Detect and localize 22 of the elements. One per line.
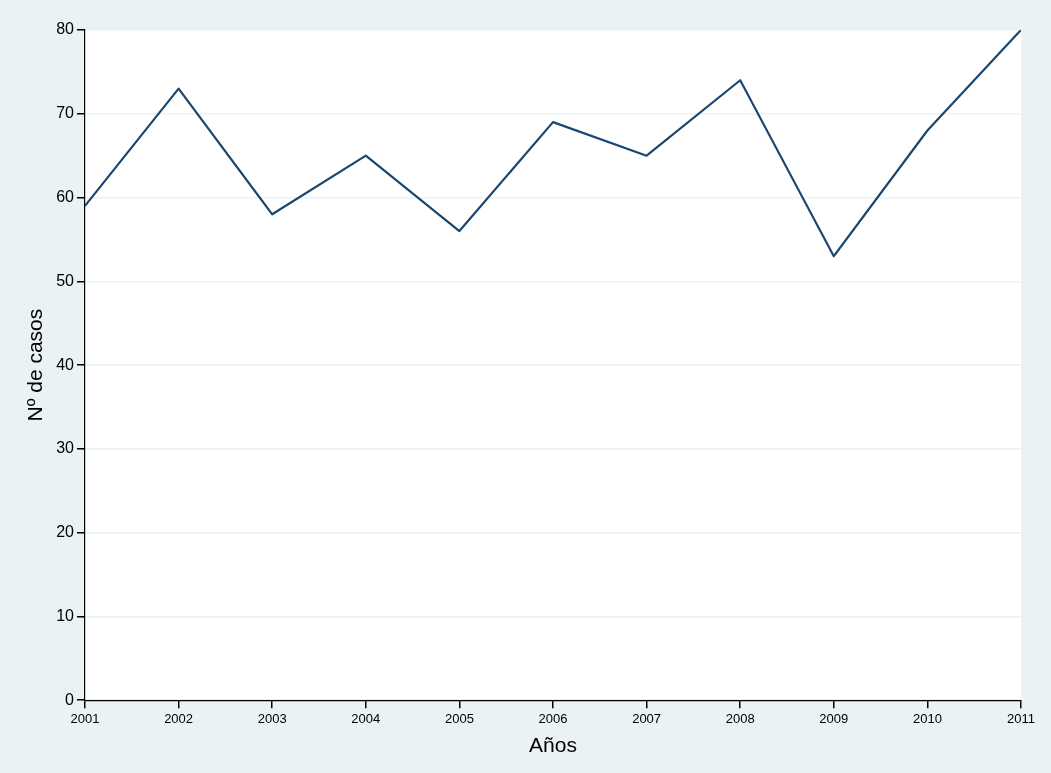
x-tick-label: 2004 (351, 710, 381, 726)
y-tick-label: 80 (56, 20, 75, 38)
x-tick-label: 2003 (257, 710, 287, 726)
y-tick-label: 20 (56, 523, 75, 541)
x-tick-label: 2007 (632, 710, 662, 726)
y-tick-label: 40 (56, 355, 75, 373)
y-axis-title: Nº de casos (23, 308, 47, 422)
x-tick-label: 2005 (444, 710, 474, 726)
x-tick-label: 2011 (1007, 710, 1035, 726)
y-tick-label: 0 (65, 690, 75, 708)
y-tick-label: 30 (56, 439, 75, 457)
y-tick-label: 50 (56, 271, 75, 289)
x-tick-label: 2002 (164, 710, 194, 726)
x-tick-label: 2001 (70, 710, 100, 726)
x-axis-title: Años (529, 733, 577, 757)
y-tick-label: 10 (56, 606, 75, 624)
y-tick-label: 70 (56, 104, 75, 122)
y-tick-label: 60 (56, 187, 75, 205)
x-tick-label: 2008 (725, 710, 755, 726)
x-tick-label: 2010 (912, 710, 942, 726)
x-tick-label: 2006 (538, 710, 568, 726)
x-tick-label: 2009 (819, 710, 849, 726)
